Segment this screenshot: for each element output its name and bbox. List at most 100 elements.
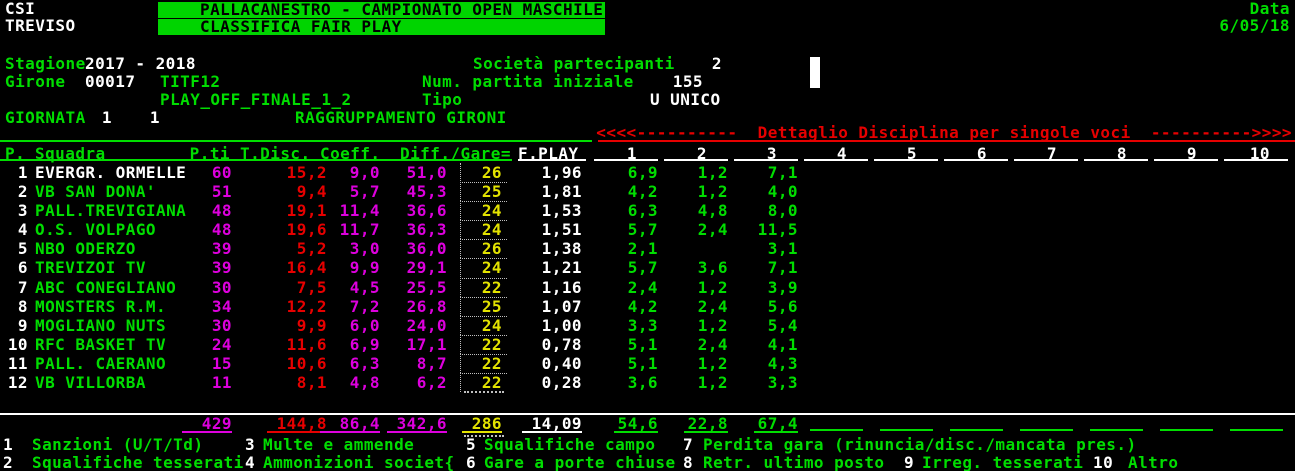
legend-number-2: 2 bbox=[3, 453, 14, 471]
detail-header-underline bbox=[804, 159, 868, 161]
table-row: 5 NBO ODERZO 39 5,2 3,0 36,0 26 1,38 2,1 3,1 bbox=[0, 239, 1295, 259]
legend-number-6: 6 bbox=[466, 453, 477, 471]
cell-d3: 3,1 bbox=[767, 239, 798, 259]
total-blank-underline bbox=[810, 429, 863, 431]
cell-tdisc: 19,6 bbox=[286, 220, 327, 240]
cell-rank: 7 bbox=[17, 277, 28, 297]
cell-name: PALL. CAERANO bbox=[35, 353, 167, 373]
org-name-line2: TREVISO bbox=[5, 16, 76, 35]
legend-text-9: Irreg. tesserati bbox=[922, 453, 1084, 471]
cell-gare: 24 bbox=[481, 201, 502, 221]
cell-fplay: 1,81 bbox=[541, 182, 582, 202]
cell-d1: 6,3 bbox=[627, 201, 658, 221]
cell-gare: 25 bbox=[481, 296, 502, 316]
legend-text-2: Squalifiche tesserati bbox=[32, 453, 244, 471]
cell-rank: 1 bbox=[17, 163, 28, 182]
banner-report-title: CLASSIFICA FAIR PLAY bbox=[158, 18, 605, 35]
table-row: 12 VB VILLORBA 11 8,1 4,8 6,2 22 0,28 3,6 1,2 3,3 bbox=[0, 372, 1295, 392]
cell-name: RFC BASKET TV bbox=[35, 334, 167, 354]
detail-header-underline bbox=[594, 159, 658, 161]
cell-gare: 22 bbox=[481, 372, 502, 392]
table-row: 1 EVERGR. ORMELLE 60 15,2 9,0 51,0 26 1,96 6,9 1,… bbox=[0, 163, 1295, 182]
cell-fplay: 1,38 bbox=[541, 239, 582, 259]
cell-d3: 7,1 bbox=[767, 258, 798, 278]
text-cursor[interactable] bbox=[810, 57, 820, 88]
detail-header-underline bbox=[734, 159, 798, 161]
col-header-pos: P. bbox=[5, 144, 26, 163]
totals-separator-line bbox=[0, 413, 1295, 415]
cell-diff: 36,3 bbox=[406, 220, 447, 240]
cell-d2: 3,6 bbox=[697, 258, 728, 278]
detail-col-header-2: 2 bbox=[696, 144, 707, 163]
detail-header-underline bbox=[1224, 159, 1288, 161]
cell-fplay: 1,53 bbox=[541, 201, 582, 221]
detail-disciplina-banner: <<<<---------- Dettaglio Disciplina per … bbox=[596, 123, 1292, 142]
legend-number-10: 10 bbox=[1093, 453, 1114, 471]
giornata-value-1: 1 bbox=[101, 108, 112, 127]
cell-gare: 22 bbox=[481, 277, 502, 297]
table-row: 10 RFC BASKET TV 24 11,6 6,9 17,1 22 0,78 5,1 2,4… bbox=[0, 334, 1295, 354]
detail-col-header-4: 4 bbox=[836, 144, 847, 163]
detail-col-header-1: 1 bbox=[626, 144, 637, 163]
cell-diff: 25,5 bbox=[406, 277, 447, 297]
raggruppamento-label: RAGGRUPPAMENTO GIRONI bbox=[295, 108, 507, 127]
cell-gare: 24 bbox=[481, 315, 502, 335]
cell-d3: 3,3 bbox=[767, 372, 798, 392]
cell-rank: 6 bbox=[17, 258, 28, 278]
separator-green bbox=[0, 140, 592, 142]
girone-sigla: TITF12 bbox=[160, 72, 221, 91]
cell-d1: 5,1 bbox=[627, 334, 658, 354]
banner-championship: PALLACANESTRO - CAMPIONATO OPEN MASCHILE bbox=[158, 1, 605, 18]
col-header-diff-gare: Diff./Gare= bbox=[400, 144, 511, 163]
cell-d1: 6,9 bbox=[627, 163, 658, 182]
fase-value: PLAY_OFF_FINALE_1_2 bbox=[160, 90, 352, 109]
detail-col-header-7: 7 bbox=[1046, 144, 1057, 163]
total-pti: 429 bbox=[182, 416, 232, 433]
legend-number-4: 4 bbox=[245, 453, 256, 471]
legend-number-7: 7 bbox=[683, 435, 694, 454]
cell-tdisc: 10,6 bbox=[286, 353, 327, 373]
cell-pti: 24 bbox=[211, 334, 232, 354]
cell-diff: 51,0 bbox=[406, 163, 447, 182]
table-row: 6 TREVIZOI TV 39 16,4 9,9 29,1 24 1,21 5,7 3,6 7,1 bbox=[0, 258, 1295, 278]
cell-rank: 3 bbox=[17, 201, 28, 221]
col-header-fplay: F.PLAY bbox=[518, 144, 579, 163]
tipo-value: U UNICO bbox=[650, 90, 721, 109]
cell-gare: 24 bbox=[481, 258, 502, 278]
legend-text-4: Ammonizioni societ{ bbox=[263, 453, 455, 471]
cell-fplay: 1,16 bbox=[541, 277, 582, 297]
detail-header-underline bbox=[1154, 159, 1218, 161]
legend-number-1: 1 bbox=[3, 435, 14, 454]
cell-pti: 39 bbox=[211, 239, 232, 259]
cell-gare: 25 bbox=[481, 182, 502, 202]
table-row: 11 PALL. CAERANO 15 10,6 6,3 8,7 22 0,40 5,1 1,2 4… bbox=[0, 353, 1295, 373]
cell-fplay: 0,40 bbox=[541, 353, 582, 373]
cell-rank: 5 bbox=[17, 239, 28, 259]
cell-fplay: 1,51 bbox=[541, 220, 582, 240]
legend-text-8: Retr. ultimo posto bbox=[703, 453, 885, 471]
cell-tdisc: 8,1 bbox=[296, 372, 327, 392]
cell-name: MONSTERS R.M. bbox=[35, 296, 167, 316]
cell-d2: 4,8 bbox=[697, 201, 728, 221]
cell-pti: 60 bbox=[211, 163, 232, 182]
legend-number-5: 5 bbox=[466, 435, 477, 454]
cell-d2: 1,2 bbox=[697, 182, 728, 202]
cell-coeff: 4,8 bbox=[349, 372, 380, 392]
cell-fplay: 1,96 bbox=[541, 163, 582, 182]
girone-label: Girone bbox=[5, 72, 66, 91]
cell-pti: 48 bbox=[211, 201, 232, 221]
cell-fplay: 1,07 bbox=[541, 296, 582, 316]
cell-diff: 6,2 bbox=[416, 372, 447, 392]
stagione-label: Stagione bbox=[5, 54, 86, 73]
detail-col-header-9: 9 bbox=[1186, 144, 1197, 163]
total-blank-underline bbox=[1160, 429, 1213, 431]
gare-cell-dotted-box bbox=[460, 334, 507, 354]
legend-number-9: 9 bbox=[904, 453, 915, 471]
cell-name: MOGLIANO NUTS bbox=[35, 315, 167, 335]
cell-fplay: 0,78 bbox=[541, 334, 582, 354]
cell-diff: 24,0 bbox=[406, 315, 447, 335]
gare-cell-dotted-box bbox=[460, 220, 507, 240]
detail-header-underline bbox=[664, 159, 728, 161]
cell-coeff: 4,5 bbox=[349, 277, 380, 297]
